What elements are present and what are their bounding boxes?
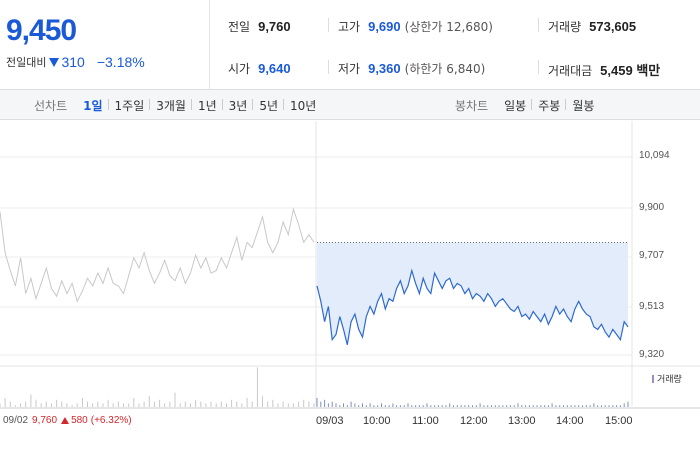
y-tick-label: 9,320 [639,349,665,360]
prev-day-date: 09/02 [3,415,29,426]
stat-label: 저가 [338,62,361,76]
tab-monthly[interactable]: 월봉 [565,97,600,114]
tab-weekly[interactable]: 주봉 [531,97,566,114]
line-chart-title: 선차트 [34,98,68,113]
stat-high: 고가 9,690 (상한가 12,680) [338,18,493,35]
tab-10y[interactable]: 10년 [283,97,322,114]
x-tick-label: 09/03 [316,415,344,427]
prev-day-change: 580 [71,415,88,426]
stat-open: 시가 9,640 [228,60,291,77]
stat-label: 전일 [228,20,251,34]
y-tick-label: 10,094 [639,150,670,161]
y-tick-label: 9,900 [639,202,665,213]
stat-value: 9,640 [258,61,291,76]
x-tick-label: 12:00 [460,415,488,427]
prev-day-series-line [0,207,315,303]
tab-1y[interactable]: 1년 [190,97,223,114]
prev-day-change-percent: (+6.32%) [90,415,132,426]
tab-1d[interactable]: 1일 [83,98,103,113]
stat-value: 5,459 백만 [600,63,661,78]
tab-5y[interactable]: 5년 [252,97,284,114]
y-tick-label: 9,513 [639,301,665,312]
stat-low: 저가 9,360 (하한가 6,840) [338,60,485,77]
change-amount: 310 [61,54,85,70]
today-series-line [316,268,629,345]
prev-day-close: 9,760 [32,415,58,426]
chart-tabs: 선차트 1일 1주일 3개월 1년 3년 5년 10년 봉차트 일봉 주봉 월봉 [0,90,700,120]
chart-canvas[interactable] [0,121,700,450]
stat-value: 573,605 [589,19,637,34]
volume-legend-label: 거래량 [657,375,682,385]
stat-prev-close: 전일 9,760 [228,18,291,35]
candle-chart-title: 봉차트 [455,98,489,113]
stat-sub: (하한가 6,840) [404,62,486,76]
price-chart[interactable]: 10,094 9,900 9,707 9,513 9,320 거래량 09/02… [0,121,700,450]
current-price: 9,450 [6,14,77,47]
stat-volume: 거래량 573,605 [548,18,636,35]
stat-value: 9,760 [258,19,291,34]
up-arrow-icon [61,417,70,424]
tab-3y[interactable]: 3년 [221,97,254,114]
divider [328,18,329,32]
stat-value: 9,690 [368,19,401,34]
quote-header: 9,450 전일대비 310 −3.18% 전일 9,760 시가 9,640 … [0,0,700,90]
divider [538,60,539,74]
x-tick-label: 14:00 [556,415,584,427]
tab-3m[interactable]: 3개월 [149,97,192,114]
change-label: 전일대비 [6,56,47,69]
stat-amount: 거래대금 5,459 백만 [548,60,660,79]
x-tick-label: 15:00 [605,415,633,427]
divider [538,18,539,32]
divider [328,60,329,74]
volume-legend-swatch [652,374,654,383]
tab-1w[interactable]: 1주일 [107,97,151,114]
down-arrow-icon [49,57,60,67]
prev-day-summary: 09/02 9,760 580 (+6.32%) [3,415,132,426]
tab-daily[interactable]: 일봉 [504,98,527,113]
stat-label: 시가 [228,62,251,76]
change-line: 전일대비 310 −3.18% [6,54,145,70]
x-tick-label: 10:00 [363,415,391,427]
x-tick-label: 11:00 [412,415,439,427]
stat-label: 거래대금 [548,64,593,78]
stat-label: 거래량 [548,20,582,34]
stat-sub: (상한가 12,680) [404,20,493,34]
candle-chart-tabs: 봉차트 일봉 주봉 월봉 [455,90,600,120]
line-chart-tabs: 선차트 1일 1주일 3개월 1년 3년 5년 10년 [34,90,322,120]
change-percent: −3.18% [96,54,145,70]
stat-label: 고가 [338,20,361,34]
stat-value: 9,360 [368,61,401,76]
volume-legend: 거래량 [652,372,682,385]
price-box: 9,450 전일대비 310 −3.18% [0,0,210,90]
x-tick-label: 13:00 [508,415,536,427]
y-tick-label: 9,707 [639,250,665,261]
